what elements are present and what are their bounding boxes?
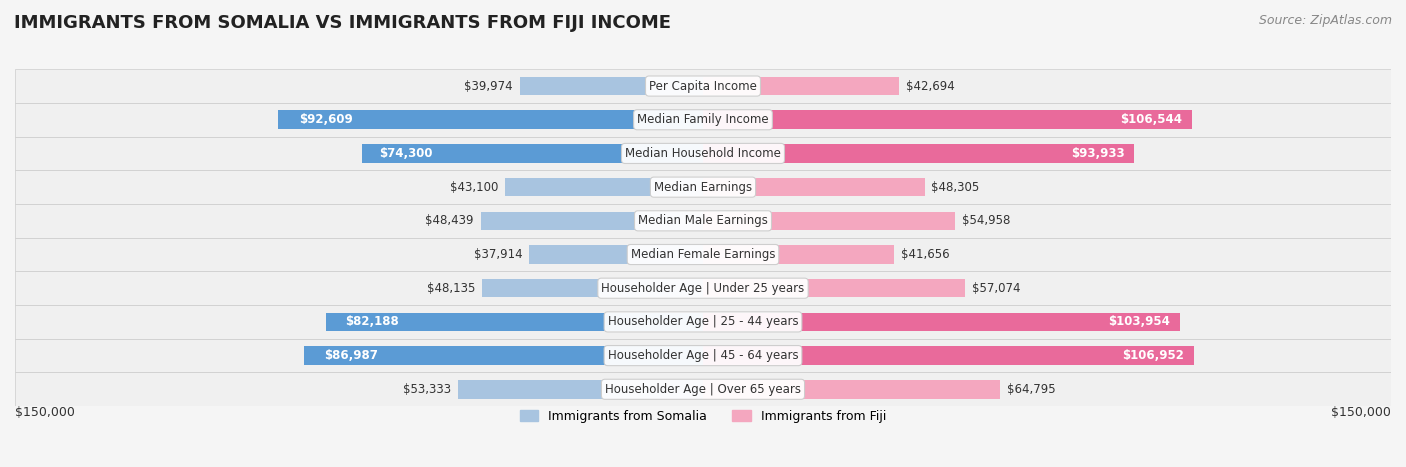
Text: $57,074: $57,074: [972, 282, 1021, 295]
Text: $48,135: $48,135: [427, 282, 475, 295]
Text: Householder Age | 45 - 64 years: Householder Age | 45 - 64 years: [607, 349, 799, 362]
Text: $64,795: $64,795: [1007, 383, 1056, 396]
Text: $53,333: $53,333: [404, 383, 451, 396]
Text: Householder Age | Under 25 years: Householder Age | Under 25 years: [602, 282, 804, 295]
Text: Median Household Income: Median Household Income: [626, 147, 780, 160]
Text: $43,100: $43,100: [450, 181, 499, 194]
Text: Median Male Earnings: Median Male Earnings: [638, 214, 768, 227]
Bar: [703, 111, 1192, 129]
Text: Householder Age | Over 65 years: Householder Age | Over 65 years: [605, 383, 801, 396]
Bar: [505, 178, 703, 197]
Text: Per Capita Income: Per Capita Income: [650, 79, 756, 92]
Text: Median Earnings: Median Earnings: [654, 181, 752, 194]
Bar: [703, 279, 965, 297]
Bar: [278, 111, 703, 129]
Bar: [15, 204, 1391, 238]
Text: $150,000: $150,000: [15, 406, 75, 419]
Text: $39,974: $39,974: [464, 79, 513, 92]
Bar: [481, 212, 703, 230]
Bar: [458, 380, 703, 398]
Bar: [15, 373, 1391, 406]
Bar: [363, 144, 703, 163]
Text: $41,656: $41,656: [901, 248, 949, 261]
Bar: [703, 178, 925, 197]
Bar: [703, 312, 1180, 331]
Text: $93,933: $93,933: [1071, 147, 1125, 160]
Text: $54,958: $54,958: [962, 214, 1011, 227]
Text: Median Family Income: Median Family Income: [637, 113, 769, 126]
Text: IMMIGRANTS FROM SOMALIA VS IMMIGRANTS FROM FIJI INCOME: IMMIGRANTS FROM SOMALIA VS IMMIGRANTS FR…: [14, 14, 671, 32]
Bar: [15, 103, 1391, 136]
Text: $150,000: $150,000: [1331, 406, 1391, 419]
Bar: [15, 69, 1391, 103]
Bar: [703, 212, 955, 230]
Bar: [703, 77, 898, 95]
Text: $106,952: $106,952: [1122, 349, 1184, 362]
Bar: [15, 305, 1391, 339]
Bar: [703, 144, 1133, 163]
Bar: [520, 77, 703, 95]
Bar: [482, 279, 703, 297]
Text: Source: ZipAtlas.com: Source: ZipAtlas.com: [1258, 14, 1392, 27]
Text: $48,305: $48,305: [931, 181, 980, 194]
Bar: [15, 170, 1391, 204]
Text: $86,987: $86,987: [323, 349, 378, 362]
Bar: [703, 380, 1000, 398]
Text: $42,694: $42,694: [905, 79, 955, 92]
Bar: [15, 238, 1391, 271]
Text: $74,300: $74,300: [380, 147, 433, 160]
Text: $103,954: $103,954: [1108, 315, 1170, 328]
Bar: [326, 312, 703, 331]
Bar: [15, 271, 1391, 305]
Bar: [15, 339, 1391, 373]
Text: Householder Age | 25 - 44 years: Householder Age | 25 - 44 years: [607, 315, 799, 328]
Bar: [703, 347, 1194, 365]
Text: $92,609: $92,609: [299, 113, 353, 126]
Bar: [15, 136, 1391, 170]
Text: $106,544: $106,544: [1121, 113, 1182, 126]
Text: $48,439: $48,439: [426, 214, 474, 227]
Text: $82,188: $82,188: [344, 315, 399, 328]
Legend: Immigrants from Somalia, Immigrants from Fiji: Immigrants from Somalia, Immigrants from…: [515, 405, 891, 428]
Bar: [529, 245, 703, 264]
Text: Median Female Earnings: Median Female Earnings: [631, 248, 775, 261]
Bar: [703, 245, 894, 264]
Text: $37,914: $37,914: [474, 248, 522, 261]
Bar: [304, 347, 703, 365]
